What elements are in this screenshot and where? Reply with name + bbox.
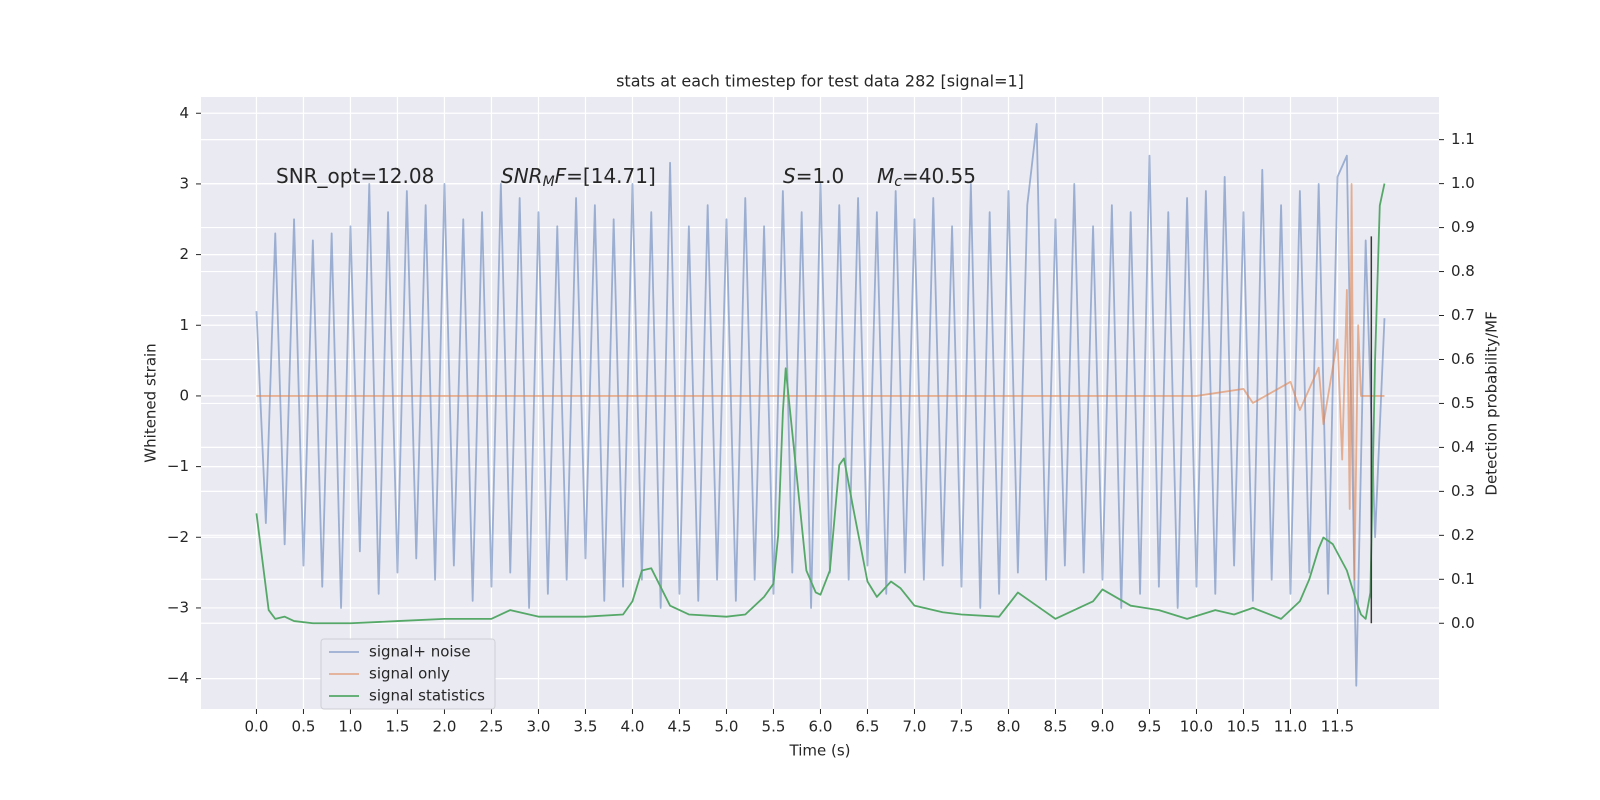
y2-tick-label: 1.0 — [1451, 174, 1475, 192]
annotation-part: M — [877, 164, 894, 188]
annotation: Mc=40.55 — [877, 164, 976, 191]
y-tick-label: −2 — [167, 528, 189, 546]
x-tick-label: 4.0 — [621, 718, 645, 736]
y-tick-label: 1 — [179, 316, 189, 334]
y-tick-label: 2 — [179, 245, 189, 263]
y2-tick-label: 0.1 — [1451, 570, 1475, 588]
annotation-part: SNR_opt=12.08 — [276, 164, 434, 188]
y2-tick-label: 0.8 — [1451, 262, 1475, 280]
annotation-part: =[14.71] — [566, 164, 656, 188]
legend-box — [320, 638, 496, 710]
y2-tick-label: 0.9 — [1451, 218, 1475, 236]
x-axis-label: Time (s) — [789, 742, 851, 760]
x-tick-label: 8.5 — [1044, 718, 1068, 736]
annotation-part: S — [783, 164, 796, 188]
x-tick-label: 11.5 — [1321, 718, 1354, 736]
legend-label: signal statistics — [369, 687, 485, 705]
x-tick-label: 1.0 — [339, 718, 363, 736]
x-tick-label: 3.0 — [527, 718, 551, 736]
annotation-part: c — [894, 174, 902, 190]
series-line — [256, 183, 1385, 581]
y2-tick-label: 0.4 — [1451, 438, 1475, 456]
series-line — [255, 183, 1386, 625]
y-axis-label: Whitened strain — [142, 343, 160, 462]
x-tick-label: 3.5 — [574, 718, 598, 736]
annotation: SNR_opt=12.08 — [276, 164, 434, 188]
y2-tick-label: 0.2 — [1451, 526, 1475, 544]
y-tick-label: 0 — [179, 386, 189, 404]
y2-tick-label: 0.0 — [1451, 614, 1475, 632]
x-tick-label: 9.0 — [1091, 718, 1115, 736]
x-tick-label: 4.5 — [668, 718, 692, 736]
x-tick-label: 2.0 — [433, 718, 457, 736]
x-tick-label: 0.5 — [292, 718, 316, 736]
x-tick-label: 8.0 — [997, 718, 1021, 736]
y-tick-label: −4 — [167, 669, 189, 687]
x-tick-label: 5.0 — [715, 718, 739, 736]
annotation-part: SNR — [501, 164, 543, 188]
x-tick-label: 7.0 — [903, 718, 927, 736]
y2-axis-label: Detection probability/MF — [1483, 311, 1501, 495]
chart-title: stats at each timestep for test data 282… — [616, 72, 1024, 91]
annotation: S=1.0 — [783, 164, 844, 188]
annotation-part: F — [555, 164, 567, 188]
annotation-part: =40.55 — [902, 164, 976, 188]
annotation-part: =1.0 — [796, 164, 845, 188]
y2-tick-label: 0.3 — [1451, 482, 1475, 500]
x-tick-label: 7.5 — [950, 718, 974, 736]
y2-tick-label: 0.6 — [1451, 350, 1475, 368]
x-tick-label: 10.5 — [1227, 718, 1260, 736]
x-tick-label: 2.5 — [480, 718, 504, 736]
legend-label: signal only — [369, 665, 450, 683]
annotation-part: M — [543, 174, 555, 190]
x-tick-label: 9.5 — [1138, 718, 1162, 736]
x-tick-label: 6.5 — [856, 718, 880, 736]
x-tick-label: 10.0 — [1180, 718, 1213, 736]
y-tick-label: −3 — [167, 598, 189, 616]
y-tick-label: −1 — [167, 457, 189, 475]
x-tick-label: 6.0 — [809, 718, 833, 736]
y-tick-label: 4 — [179, 104, 189, 122]
y2-tick-label: 0.5 — [1451, 394, 1475, 412]
legend-label: signal+ noise — [369, 643, 471, 661]
y2-tick-label: 1.1 — [1451, 130, 1475, 148]
y-tick-label: 3 — [179, 174, 189, 192]
y2-tick-label: 0.7 — [1451, 306, 1475, 324]
series-line — [255, 122, 1386, 687]
annotation: SNRMF=[14.71] — [501, 164, 656, 191]
x-tick-label: 5.5 — [762, 718, 786, 736]
x-tick-label: 11.0 — [1274, 718, 1307, 736]
x-tick-label: 1.5 — [386, 718, 410, 736]
x-tick-label: 0.0 — [245, 718, 269, 736]
